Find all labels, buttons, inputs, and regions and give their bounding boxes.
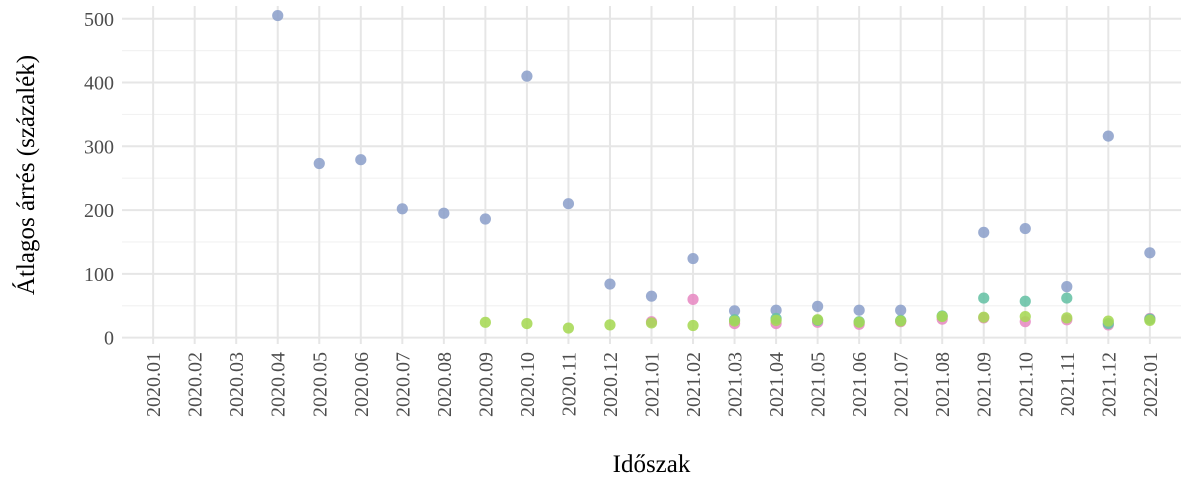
x-tick-label: 2021.07 xyxy=(891,352,913,417)
data-point-series-4 xyxy=(853,316,865,328)
x-tick-label: 2020.04 xyxy=(268,352,290,417)
data-point-series-3 xyxy=(1019,295,1031,307)
data-point-series-1 xyxy=(770,304,782,316)
data-point-series-1 xyxy=(272,9,284,22)
x-tick-label: 2020.10 xyxy=(517,352,539,417)
y-axis-title: Átlagos árrés (százalék) xyxy=(12,55,40,295)
data-point-series-4 xyxy=(895,315,907,327)
data-point-series-1 xyxy=(396,203,408,215)
data-point-series-1 xyxy=(895,304,907,316)
data-point-series-1 xyxy=(853,304,865,316)
x-tick-label: 2021.05 xyxy=(808,352,830,417)
data-point-series-1 xyxy=(812,300,824,312)
data-point-series-1 xyxy=(562,198,575,210)
y-tick-label: 200 xyxy=(84,200,114,222)
data-point-series-3 xyxy=(1061,292,1073,304)
data-point-series-4 xyxy=(1102,315,1114,327)
x-tick-label: 2021.02 xyxy=(683,352,705,417)
x-tick-label: 2020.02 xyxy=(185,352,207,417)
x-axis-title: Időszak xyxy=(613,451,691,475)
data-point-series-4 xyxy=(562,322,575,334)
x-tick-label: 2021.12 xyxy=(1098,352,1120,417)
points-layer xyxy=(272,9,1156,334)
data-point-series-1 xyxy=(687,252,699,265)
x-tick-label: 2020.01 xyxy=(143,352,165,417)
x-tick-label: 2020.09 xyxy=(475,352,497,417)
data-point-series-1 xyxy=(1061,281,1073,293)
y-tick-label: 300 xyxy=(84,136,114,158)
x-tick-label: 2020.12 xyxy=(600,352,622,417)
x-tick-label: 2020.03 xyxy=(226,352,248,417)
x-tick-label: 2021.03 xyxy=(725,352,747,417)
data-point-series-1 xyxy=(521,70,533,82)
data-point-series-4 xyxy=(1019,310,1031,323)
data-point-series-4 xyxy=(1061,312,1073,324)
data-point-series-4 xyxy=(479,316,491,328)
x-tick-label: 2020.06 xyxy=(351,352,373,417)
x-tick-label: 2021.06 xyxy=(849,352,871,417)
data-point-series-4 xyxy=(770,314,782,327)
x-tick-label: 2021.01 xyxy=(642,352,664,417)
x-tick-label: 2020.05 xyxy=(309,352,331,417)
data-point-series-1 xyxy=(1144,247,1156,259)
y-tick-labels: 0 100 200 300 400 500 xyxy=(84,9,114,350)
x-tick-label: 2021.04 xyxy=(766,352,788,417)
data-point-series-1 xyxy=(479,213,491,225)
y-tick-label: 100 xyxy=(84,264,114,286)
x-tick-label: 2021.11 xyxy=(1057,352,1079,416)
x-tick-label: 2020.07 xyxy=(392,352,414,417)
data-point-series-4 xyxy=(521,317,533,330)
data-point-series-1 xyxy=(978,226,990,238)
y-tick-label: 500 xyxy=(84,9,114,31)
data-point-series-2 xyxy=(687,293,699,305)
x-tick-label: 2020.11 xyxy=(558,352,580,416)
data-point-series-1 xyxy=(1102,130,1114,142)
data-point-series-1 xyxy=(313,157,325,170)
data-point-series-1 xyxy=(645,290,658,302)
data-point-series-1 xyxy=(355,154,367,166)
data-point-series-4 xyxy=(687,319,699,332)
y-tick-label: 0 xyxy=(104,328,114,350)
x-tick-label: 2021.08 xyxy=(932,352,954,417)
x-tick-label: 2020.08 xyxy=(434,352,456,417)
data-point-series-1 xyxy=(728,305,741,317)
data-point-series-1 xyxy=(1019,222,1031,235)
x-tick-label: 2022.01 xyxy=(1140,352,1162,417)
data-point-series-1 xyxy=(604,278,616,290)
data-point-series-4 xyxy=(812,314,824,326)
x-tick-labels: 2020.01 2020.02 2020.03 2020.04 2020.05 2020.… xyxy=(143,352,1162,417)
x-tick-label: 2021.10 xyxy=(1015,352,1037,417)
data-point-series-1 xyxy=(438,207,450,219)
data-point-series-4 xyxy=(978,311,990,323)
data-point-series-4 xyxy=(728,315,741,327)
y-tick-label: 400 xyxy=(84,73,114,95)
data-point-series-4 xyxy=(1144,314,1156,327)
data-point-series-4 xyxy=(936,310,948,323)
data-point-series-3 xyxy=(978,292,990,304)
data-point-series-4 xyxy=(604,319,616,331)
x-tick-label: 2021.09 xyxy=(974,352,996,417)
data-point-series-4 xyxy=(645,317,658,329)
